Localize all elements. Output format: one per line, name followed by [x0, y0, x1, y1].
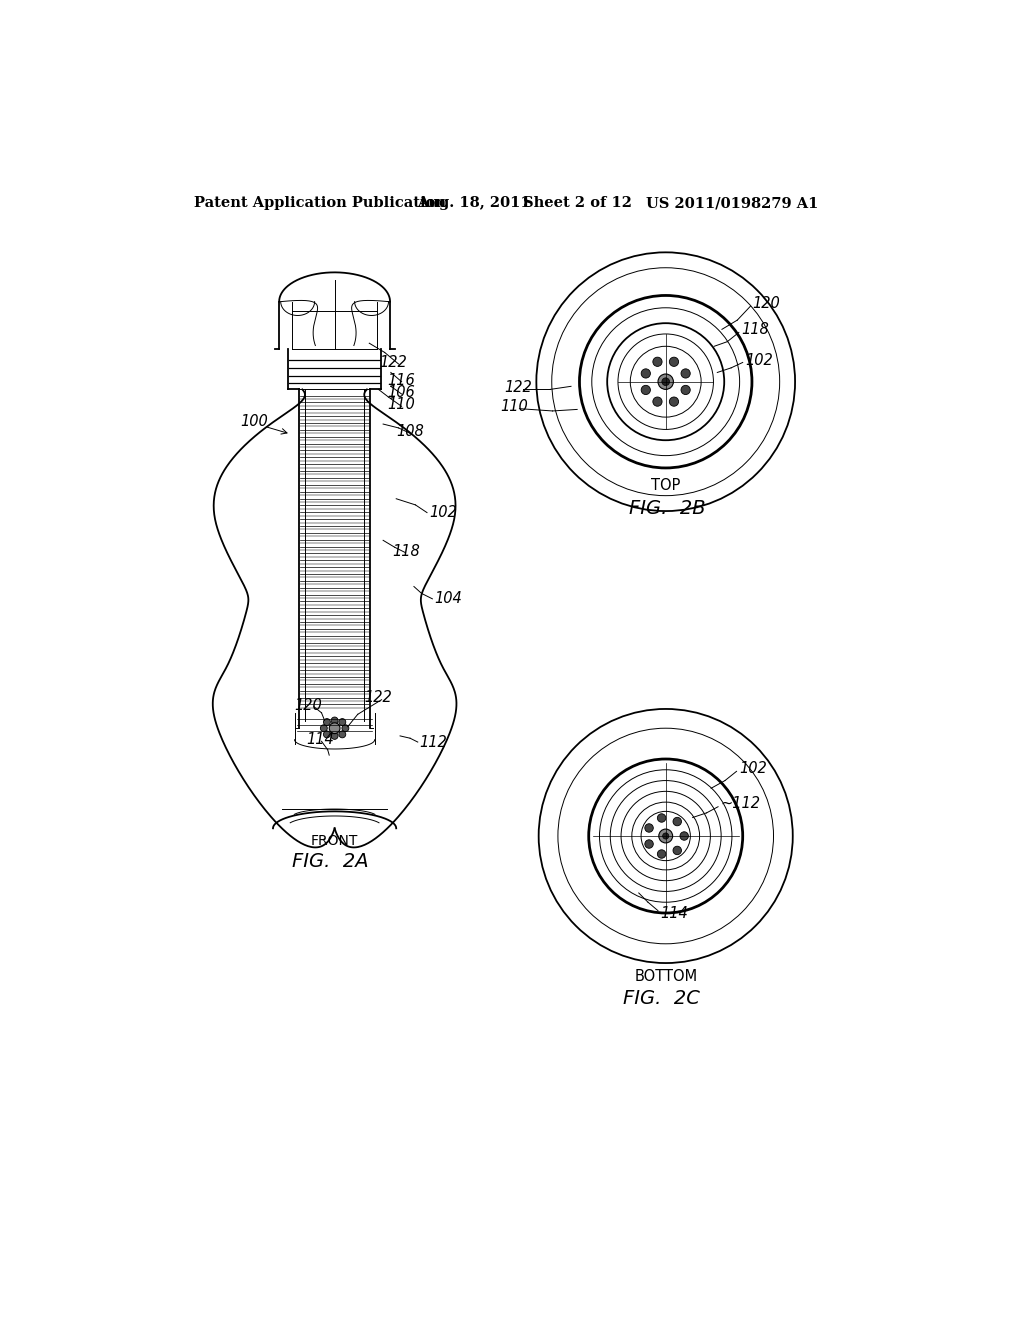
Text: 114: 114: [306, 733, 334, 747]
Text: FIG.  2A: FIG. 2A: [292, 851, 369, 871]
Circle shape: [663, 833, 669, 840]
Circle shape: [673, 817, 681, 826]
Circle shape: [342, 725, 349, 731]
Circle shape: [653, 397, 663, 407]
Circle shape: [657, 813, 666, 822]
Circle shape: [324, 731, 331, 738]
Text: 102: 102: [429, 506, 457, 520]
Text: 120: 120: [295, 697, 323, 713]
Circle shape: [331, 733, 338, 739]
Circle shape: [670, 397, 679, 407]
Text: 112: 112: [419, 734, 447, 750]
Text: 100: 100: [240, 414, 267, 429]
Text: Aug. 18, 2011: Aug. 18, 2011: [417, 197, 530, 210]
Text: Sheet 2 of 12: Sheet 2 of 12: [523, 197, 632, 210]
Text: ~112: ~112: [720, 796, 761, 812]
Text: BOTTOM: BOTTOM: [634, 969, 697, 983]
Text: 108: 108: [396, 424, 424, 440]
Text: 104: 104: [435, 591, 463, 606]
Text: 102: 102: [745, 352, 773, 368]
Text: 122: 122: [505, 380, 532, 396]
Circle shape: [321, 725, 328, 731]
Text: FIG.  2C: FIG. 2C: [624, 989, 700, 1008]
Text: 116: 116: [387, 372, 415, 388]
Circle shape: [662, 378, 670, 385]
Text: 118: 118: [741, 322, 769, 337]
Circle shape: [324, 718, 331, 726]
Circle shape: [339, 731, 346, 738]
Text: 110: 110: [500, 399, 528, 414]
Text: 110: 110: [387, 397, 415, 412]
Text: FIG.  2B: FIG. 2B: [629, 499, 706, 519]
Text: 120: 120: [753, 296, 780, 310]
Text: 118: 118: [392, 544, 420, 558]
Circle shape: [657, 850, 666, 858]
Circle shape: [339, 718, 346, 726]
Circle shape: [681, 368, 690, 378]
Circle shape: [331, 717, 338, 723]
Circle shape: [645, 840, 653, 849]
Circle shape: [658, 374, 674, 389]
Text: TOP: TOP: [651, 478, 680, 492]
Circle shape: [681, 385, 690, 395]
Circle shape: [641, 368, 650, 378]
Text: 122: 122: [364, 690, 391, 705]
Circle shape: [330, 723, 340, 734]
Circle shape: [653, 358, 663, 367]
Circle shape: [673, 846, 681, 854]
Text: 102: 102: [739, 760, 767, 776]
Text: 114: 114: [660, 906, 688, 920]
Circle shape: [658, 829, 673, 843]
Circle shape: [645, 824, 653, 832]
Text: Patent Application Publication: Patent Application Publication: [194, 197, 445, 210]
Circle shape: [670, 358, 679, 367]
Text: 106: 106: [387, 385, 415, 400]
Circle shape: [680, 832, 688, 841]
Circle shape: [641, 385, 650, 395]
Text: 122: 122: [379, 355, 407, 370]
Text: US 2011/0198279 A1: US 2011/0198279 A1: [646, 197, 819, 210]
Text: FRONT: FRONT: [311, 834, 358, 849]
